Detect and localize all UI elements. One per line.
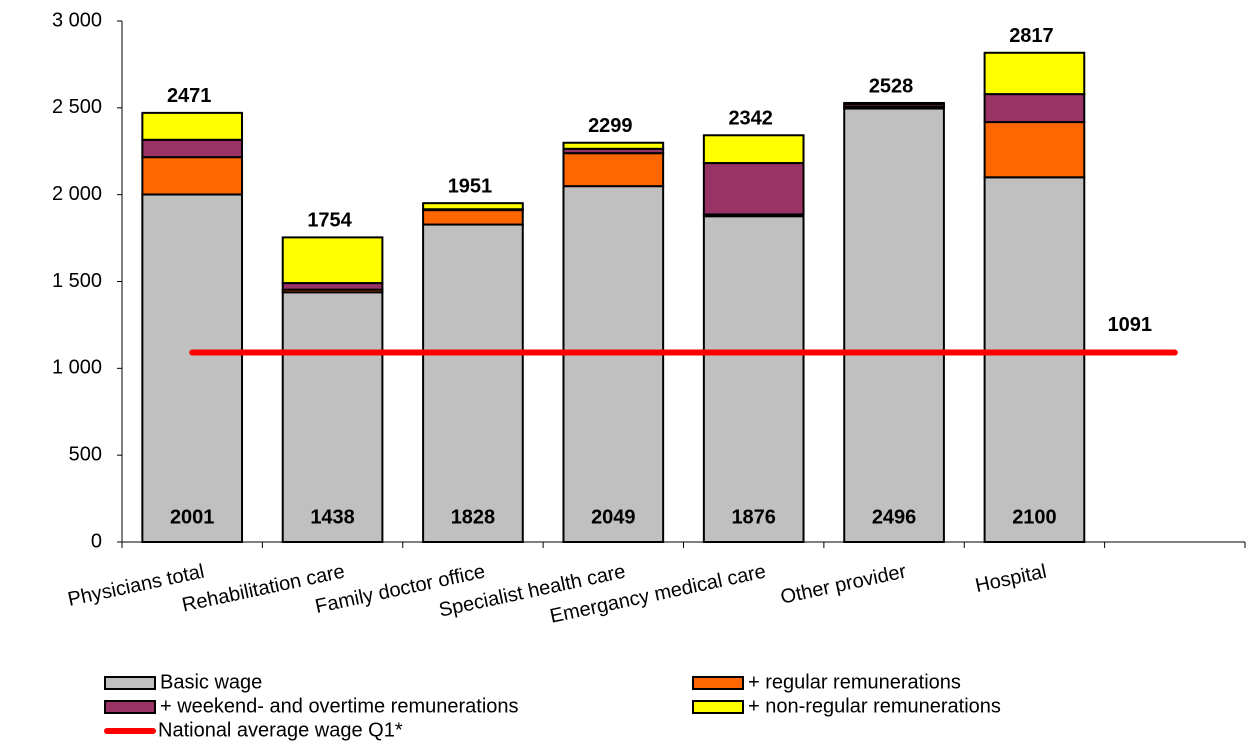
total-label: 2817	[1009, 25, 1054, 47]
total-label: 2528	[869, 75, 914, 97]
bar-segment	[702, 215, 805, 544]
legend-label: + weekend- and overtime remunerations	[160, 695, 519, 717]
y-tick-label: 2 000	[52, 183, 102, 205]
bar-segment	[422, 223, 524, 544]
bar-segment	[562, 185, 665, 543]
y-tick-label: 0	[91, 530, 102, 552]
bar-segment	[843, 101, 945, 106]
y-tick-label: 500	[69, 443, 102, 465]
bar-segment	[141, 156, 244, 196]
bar-segment	[983, 176, 1086, 544]
bar-segment	[702, 162, 805, 216]
bar-segment	[562, 141, 665, 150]
bar-segment	[983, 51, 1086, 96]
bar-segment	[562, 152, 665, 188]
bar-segment	[281, 236, 384, 285]
bar-segment	[141, 111, 244, 141]
y-tick-label: 1 000	[52, 357, 102, 379]
total-label: 2342	[728, 108, 773, 130]
legend-swatch	[692, 700, 744, 714]
base-label: 1828	[451, 506, 496, 528]
bar-segment	[141, 138, 244, 159]
base-label: 2496	[872, 506, 917, 528]
bar-segment	[983, 93, 1086, 124]
base-label: 1876	[731, 506, 776, 528]
x-tick-label: Hospital	[973, 561, 1048, 598]
total-label: 1951	[448, 175, 493, 197]
bar-segment	[422, 209, 524, 226]
base-label: 1438	[310, 506, 355, 528]
total-label: 2299	[588, 115, 633, 137]
base-label: 2100	[1012, 506, 1057, 528]
y-tick-label: 1 500	[52, 270, 102, 292]
legend-swatch	[104, 700, 156, 714]
y-tick-label: 3 000	[52, 9, 102, 31]
base-label: 2001	[170, 506, 215, 528]
bar-segment	[281, 291, 384, 543]
legend-swatch	[692, 676, 744, 690]
legend-label: Basic wage	[160, 671, 262, 693]
total-label: 2471	[167, 85, 212, 107]
reference-label: 1091	[1108, 314, 1153, 336]
legend-label: + non-regular remunerations	[748, 695, 1001, 717]
legend-label: + regular remunerations	[748, 671, 961, 693]
x-tick-label: Other provider	[779, 560, 909, 608]
legend-swatch	[104, 676, 156, 690]
bar-segment	[843, 107, 945, 543]
total-label: 1754	[307, 210, 352, 232]
y-tick-label: 2 500	[52, 96, 102, 118]
legend-label: National average wage Q1*	[158, 719, 403, 741]
bar-segment	[141, 193, 244, 543]
bar-segment	[422, 202, 524, 211]
bar-segment	[983, 121, 1086, 179]
bar-segment	[702, 134, 805, 165]
base-label: 2049	[591, 506, 636, 528]
